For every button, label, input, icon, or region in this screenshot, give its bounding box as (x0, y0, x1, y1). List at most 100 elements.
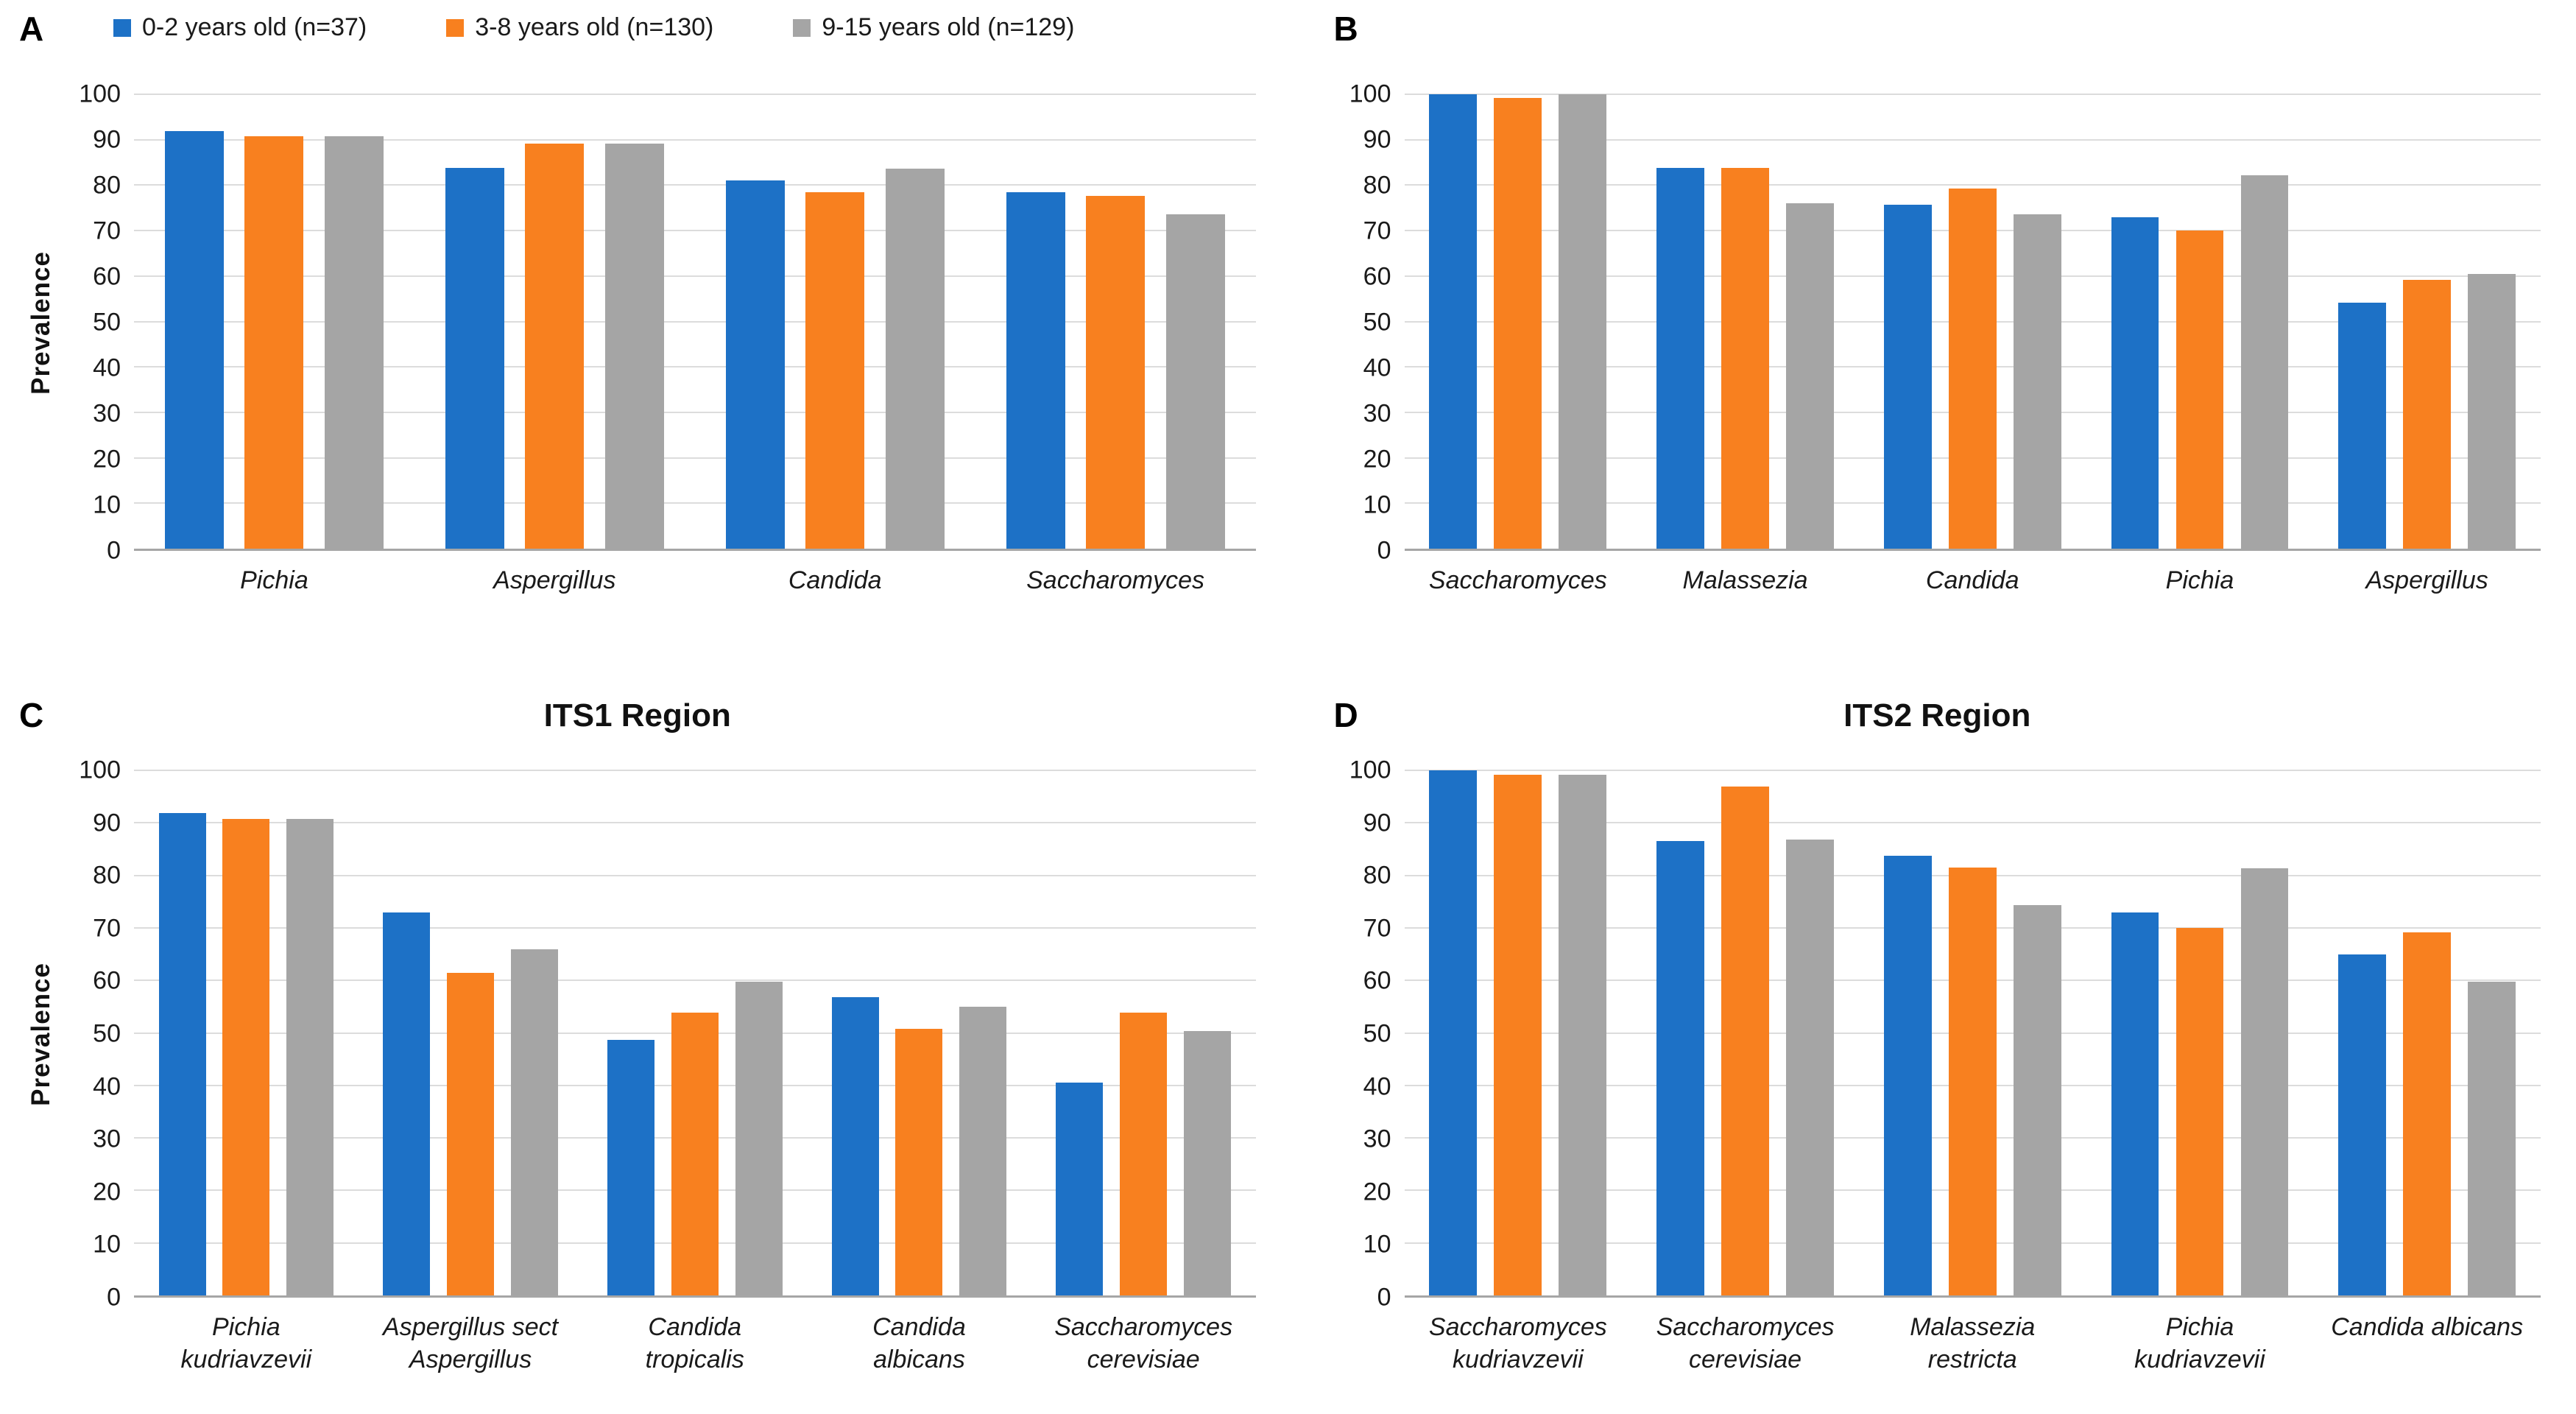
bar-0-2 (1056, 1083, 1104, 1295)
y-tick-label: 60 (93, 966, 121, 995)
legend-item-age-0-2: 0-2 years old (n=37) (113, 13, 367, 42)
y-tick-label: 30 (1363, 399, 1391, 428)
x-axis-labels-row: Saccharomyces Malassezia Candida Pichia Aspe… (1334, 564, 2541, 597)
bar-group (1405, 94, 1632, 549)
y-tick-label: 100 (79, 80, 121, 108)
x-axis-labels: Pichia kudriavzevii Aspergillus sect Aspe… (134, 1311, 1256, 1376)
y-tick-label: 10 (93, 1230, 121, 1259)
y-tick-label: 80 (93, 171, 121, 200)
bar-3-8 (1494, 97, 1542, 549)
bar-3-8 (2176, 927, 2224, 1295)
bar-9-15 (286, 819, 334, 1295)
x-category-label: Saccharomyces cerevisiae (1054, 1313, 1233, 1374)
bar-9-15 (604, 144, 664, 549)
bar-0-2 (445, 167, 504, 549)
bar-3-8 (244, 136, 304, 549)
x-category-label: Pichia kudriavzevii (180, 1313, 312, 1374)
gridline (134, 770, 1256, 771)
y-tick-label: 0 (107, 536, 121, 565)
bar-0-2 (2111, 217, 2159, 549)
bar-chart-c: Prevalence 0 10 20 30 40 50 60 70 80 90 100 Pichia… (19, 756, 1256, 1376)
y-tick-label: 80 (1363, 171, 1391, 200)
bar-3-8 (447, 972, 495, 1295)
legend-label: 3-8 years old (n=130) (475, 13, 714, 41)
bar-9-15 (885, 168, 945, 549)
bar-0-2 (383, 912, 431, 1295)
bar-9-15 (2240, 868, 2289, 1295)
bar-group (1859, 770, 2086, 1295)
bar-group (807, 770, 1031, 1295)
bar-group (1405, 770, 1632, 1295)
x-category-label: Aspergillus sect Aspergillus (383, 1313, 559, 1374)
chart-c-plot-row: Prevalence 0 10 20 30 40 50 60 70 80 90 100 (19, 756, 1256, 1312)
y-axis-ticks: 0 10 20 30 40 50 60 70 80 90 100 (63, 80, 134, 565)
x-axis-spacer (19, 1311, 134, 1376)
x-axis-labels: Saccharomyces Malassezia Candida Pichia Aspe… (1405, 564, 2541, 597)
panel-b: B 0 10 20 30 40 50 60 70 80 90 100 Saccharomyces Ma… (1288, 0, 2576, 678)
y-tick-label: 30 (93, 399, 121, 428)
bar-9-15 (1165, 214, 1225, 549)
bar-0-2 (2338, 954, 2387, 1295)
panel-c: C ITS1 Region Prevalence 0 10 20 30 40 50 60 70… (0, 678, 1288, 1414)
bar-9-15 (1786, 840, 1834, 1295)
panel-c-title: ITS1 Region (543, 697, 731, 734)
bar-0-2 (2111, 912, 2159, 1295)
y-tick-label: 40 (93, 1072, 121, 1101)
bar-group (1859, 94, 2086, 549)
x-axis-labels: Pichia Aspergillus Candida Saccharomyces (134, 564, 1256, 597)
panel-a-letter: A (19, 10, 44, 48)
bar-group (582, 770, 807, 1295)
x-axis-labels: Saccharomyces kudriavzevii Saccharomyces … (1405, 1311, 2541, 1376)
bar-group (2086, 94, 2314, 549)
bar-3-8 (1494, 774, 1542, 1295)
y-tick-label: 90 (1363, 125, 1391, 154)
x-category-label: Pichia kudriavzevii (2134, 1313, 2265, 1374)
bar-groups (134, 770, 1256, 1295)
bar-group (414, 94, 695, 549)
panel-c-letter: C (19, 696, 44, 734)
x-axis-spacer (1334, 1311, 1405, 1376)
bar-group (1631, 770, 1859, 1295)
gridline (1404, 770, 2541, 771)
bar-9-15 (2013, 904, 2061, 1295)
gridline (134, 184, 1256, 186)
y-axis-title-container: Prevalence (19, 770, 63, 1298)
bar-9-15 (959, 1006, 1007, 1295)
gridline (134, 366, 1256, 368)
gridline (134, 320, 1256, 323)
panel-d-letter: D (1333, 696, 1358, 734)
bar-0-2 (1883, 855, 1932, 1295)
gridline (134, 822, 1256, 824)
bar-chart-b: 0 10 20 30 40 50 60 70 80 90 100 Saccharomyces Mala… (1334, 80, 2541, 597)
legend-label: 0-2 years old (n=37) (142, 13, 367, 41)
bar-group (134, 770, 359, 1295)
bar-9-15 (1559, 94, 1607, 549)
y-tick-label: 40 (1363, 1072, 1391, 1101)
bar-0-2 (1656, 841, 1704, 1295)
bar-3-8 (222, 818, 270, 1295)
bar-chart-d: 0 10 20 30 40 50 60 70 80 90 100 Saccharomyces kud… (1334, 756, 2541, 1376)
bar-9-15 (2240, 175, 2289, 549)
bar-chart-a: Prevalence 0 10 20 30 40 50 60 70 80 90 100 Pichia… (19, 80, 1256, 597)
bar-0-2 (158, 812, 206, 1295)
y-tick-label: 0 (107, 1283, 121, 1312)
bar-9-15 (1184, 1030, 1231, 1295)
x-category-label: Candida albicans (872, 1313, 966, 1374)
y-tick-label: 20 (1363, 445, 1391, 474)
bar-group (2313, 770, 2541, 1295)
gridline (134, 926, 1256, 929)
y-tick-label: 100 (1349, 756, 1391, 784)
y-tick-label: 40 (1363, 354, 1391, 382)
bar-3-8 (2403, 279, 2452, 549)
gridline (134, 457, 1256, 459)
y-tick-label: 90 (93, 809, 121, 837)
gridline (134, 138, 1256, 141)
x-category-label: Saccharomyces cerevisiae (1656, 1313, 1835, 1374)
chart-b-plot-row: 0 10 20 30 40 50 60 70 80 90 100 (1334, 80, 2541, 565)
bar-groups (134, 94, 1256, 549)
chart-a-plot-row: Prevalence 0 10 20 30 40 50 60 70 80 90 100 (19, 80, 1256, 565)
bar-3-8 (2403, 932, 2452, 1295)
x-category-label: Saccharomyces (1428, 566, 1607, 594)
y-tick-label: 40 (93, 354, 121, 382)
